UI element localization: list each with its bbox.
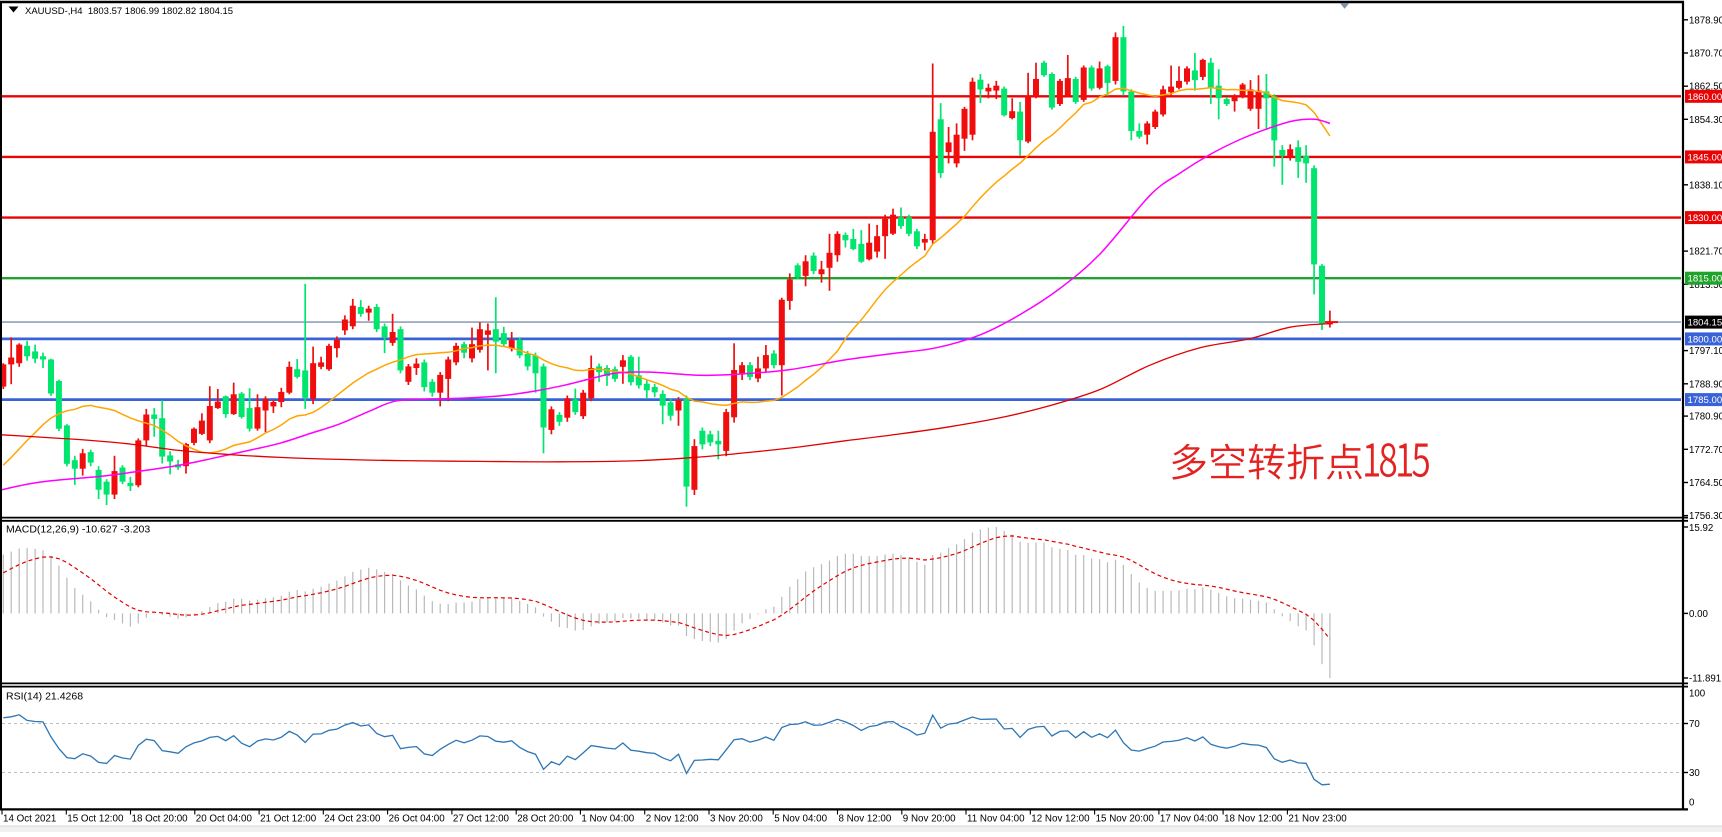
svg-text:1804.15: 1804.15: [1688, 318, 1722, 329]
svg-text:27 Oct 12:00: 27 Oct 12:00: [453, 814, 510, 825]
svg-text:2 Nov 12:00: 2 Nov 12:00: [646, 814, 699, 825]
svg-text:15.92: 15.92: [1689, 523, 1713, 534]
svg-text:1860.00: 1860.00: [1688, 92, 1722, 103]
svg-text:-11.891: -11.891: [1689, 674, 1721, 685]
svg-text:1800.00: 1800.00: [1688, 334, 1722, 345]
svg-text:12 Nov 12:00: 12 Nov 12:00: [1031, 814, 1090, 825]
svg-text:1870.70: 1870.70: [1689, 49, 1722, 60]
svg-text:15 Oct 12:00: 15 Oct 12:00: [67, 814, 124, 825]
svg-text:1845.00: 1845.00: [1688, 152, 1722, 163]
svg-text:RSI(14) 21.4268: RSI(14) 21.4268: [6, 691, 83, 703]
svg-text:1838.10: 1838.10: [1689, 180, 1722, 191]
svg-text:21 Nov 23:00: 21 Nov 23:00: [1288, 814, 1347, 825]
svg-text:1788.90: 1788.90: [1689, 379, 1722, 390]
svg-text:1821.70: 1821.70: [1689, 247, 1722, 258]
svg-text:14 Oct 2021: 14 Oct 2021: [3, 814, 56, 825]
svg-text:1 Nov 04:00: 1 Nov 04:00: [581, 814, 634, 825]
svg-text:24 Oct 23:00: 24 Oct 23:00: [324, 814, 381, 825]
svg-text:70: 70: [1689, 719, 1700, 730]
svg-text:0: 0: [1689, 798, 1695, 809]
svg-text:XAUUSD-,H4 1803.57 1806.99 18: XAUUSD-,H4 1803.57 1806.99 1802.82 1804.…: [25, 6, 233, 17]
svg-text:1780.90: 1780.90: [1689, 412, 1722, 423]
svg-text:11 Nov 04:00: 11 Nov 04:00: [967, 814, 1025, 825]
svg-text:28 Oct 20:00: 28 Oct 20:00: [517, 814, 574, 825]
svg-text:9 Nov 20:00: 9 Nov 20:00: [903, 814, 956, 825]
svg-text:18 Oct 20:00: 18 Oct 20:00: [132, 814, 189, 825]
svg-text:1764.50: 1764.50: [1689, 478, 1722, 489]
svg-text:17 Nov 04:00: 17 Nov 04:00: [1160, 814, 1219, 825]
svg-text:18 Nov 12:00: 18 Nov 12:00: [1224, 814, 1283, 825]
svg-text:15 Nov 20:00: 15 Nov 20:00: [1096, 814, 1155, 825]
svg-text:1756.30: 1756.30: [1689, 511, 1722, 522]
svg-text:3 Nov 20:00: 3 Nov 20:00: [710, 814, 763, 825]
svg-text:1854.30: 1854.30: [1689, 115, 1722, 126]
svg-text:1878.90: 1878.90: [1689, 15, 1722, 26]
svg-text:100: 100: [1689, 689, 1706, 700]
svg-text:1785.00: 1785.00: [1688, 395, 1722, 406]
svg-text:21 Oct 12:00: 21 Oct 12:00: [260, 814, 317, 825]
svg-text:1830.00: 1830.00: [1688, 213, 1722, 224]
svg-text:0.00: 0.00: [1689, 609, 1708, 620]
svg-text:1815.00: 1815.00: [1688, 274, 1722, 285]
svg-text:1772.70: 1772.70: [1689, 445, 1722, 456]
svg-text:30: 30: [1689, 768, 1700, 779]
svg-text:1797.10: 1797.10: [1689, 346, 1722, 357]
svg-text:MACD(12,26,9) -10.627 -3.203: MACD(12,26,9) -10.627 -3.203: [6, 524, 150, 536]
svg-text:8 Nov 12:00: 8 Nov 12:00: [839, 814, 892, 825]
svg-text:5 Nov 04:00: 5 Nov 04:00: [774, 814, 827, 825]
svg-text:26 Oct 04:00: 26 Oct 04:00: [389, 814, 446, 825]
svg-text:20 Oct 04:00: 20 Oct 04:00: [196, 814, 253, 825]
